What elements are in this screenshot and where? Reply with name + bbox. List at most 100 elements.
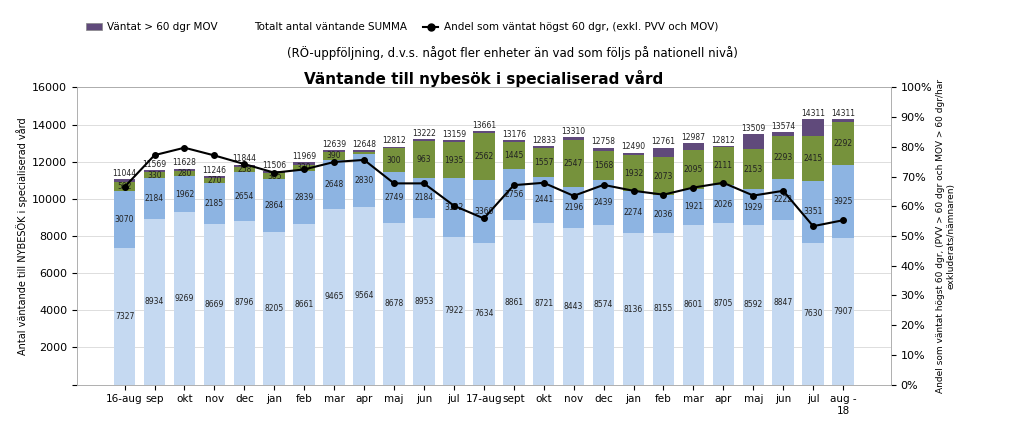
Text: 2439: 2439 [594, 198, 613, 207]
Text: 3925: 3925 [834, 197, 853, 206]
Text: 8721: 8721 [535, 299, 553, 308]
Text: 8601: 8601 [684, 300, 703, 309]
Bar [294, 162, 315, 165]
Text: 2441: 2441 [535, 195, 553, 205]
Bar [263, 171, 285, 173]
Text: 12648: 12648 [352, 139, 376, 149]
Bar [114, 180, 135, 182]
Text: 2196: 2196 [564, 203, 584, 212]
Bar [803, 136, 824, 180]
Bar [383, 223, 404, 385]
Text: 1929: 1929 [743, 203, 763, 212]
Bar [563, 140, 585, 187]
Text: 2274: 2274 [624, 208, 643, 217]
Text: 8796: 8796 [234, 298, 254, 307]
Text: 258: 258 [238, 165, 252, 174]
Bar [593, 151, 614, 180]
Text: 8155: 8155 [654, 304, 673, 313]
Bar [683, 143, 705, 150]
Bar [683, 150, 705, 189]
Text: 3192: 3192 [444, 203, 464, 212]
Text: 8661: 8661 [295, 300, 313, 309]
Text: 330: 330 [147, 170, 162, 180]
Text: 8861: 8861 [504, 298, 523, 307]
Bar [532, 177, 554, 222]
Text: 2830: 2830 [354, 176, 374, 185]
Bar [114, 191, 135, 249]
Text: 11246: 11246 [203, 166, 226, 174]
Bar [532, 222, 554, 385]
Bar [114, 182, 135, 191]
Bar [713, 185, 734, 223]
Legend: Väntat > 60 dgr MOV, Totalt antal väntande SUMMA, Andel som väntat högst 60 dgr,: Väntat > 60 dgr MOV, Totalt antal väntan… [82, 18, 722, 37]
Bar [263, 179, 285, 232]
Text: 12833: 12833 [531, 136, 556, 145]
Bar [263, 173, 285, 179]
Text: 8953: 8953 [415, 297, 433, 306]
Text: 8205: 8205 [264, 304, 284, 313]
Bar [563, 137, 585, 140]
Text: 13661: 13661 [472, 121, 496, 130]
Bar [443, 142, 465, 178]
Text: 2184: 2184 [415, 194, 433, 202]
Bar [143, 170, 165, 172]
Text: 1445: 1445 [504, 151, 523, 160]
Text: 12761: 12761 [651, 138, 676, 146]
Text: 11628: 11628 [172, 159, 197, 167]
Text: 2036: 2036 [653, 210, 673, 218]
Y-axis label: Andel som väntat högst 60 dgr, (PVV > 60 dgr och MOV > 60 dgr/har
exkluderats/nä: Andel som väntat högst 60 dgr, (PVV > 60… [936, 79, 955, 393]
Bar [143, 172, 165, 178]
Text: 12639: 12639 [323, 140, 346, 149]
Text: 2648: 2648 [325, 180, 344, 189]
Text: 13176: 13176 [502, 130, 526, 139]
Text: 7634: 7634 [474, 309, 494, 318]
Bar [414, 218, 435, 385]
Text: 9465: 9465 [325, 292, 344, 301]
Text: 2415: 2415 [804, 154, 823, 163]
Text: 13159: 13159 [441, 130, 466, 139]
Text: 280: 280 [177, 169, 191, 178]
Bar [742, 189, 764, 225]
Bar [623, 155, 644, 191]
Text: (RÖ-uppföljning, d.v.s. något fler enheter än vad som följs på nationell nivå): (RÖ-uppföljning, d.v.s. något fler enhet… [287, 46, 737, 60]
Text: 12812: 12812 [382, 136, 406, 146]
Text: 963: 963 [417, 155, 431, 164]
Text: 8443: 8443 [564, 302, 584, 311]
Bar [473, 243, 495, 385]
Bar [143, 218, 165, 385]
Text: 502: 502 [118, 182, 132, 191]
Bar [324, 209, 345, 385]
Bar [233, 165, 255, 167]
Title: Väntande till nybesök i specialiserad vård: Väntande till nybesök i specialiserad vå… [304, 70, 664, 87]
Text: 300: 300 [387, 156, 401, 165]
Text: 390: 390 [327, 152, 341, 160]
Bar [772, 220, 794, 385]
Text: 2839: 2839 [295, 193, 313, 202]
Bar [233, 172, 255, 221]
Text: 2654: 2654 [234, 192, 254, 201]
Text: 13310: 13310 [561, 127, 586, 136]
Text: 2293: 2293 [773, 153, 793, 162]
Bar [294, 165, 315, 171]
Text: 14311: 14311 [801, 109, 825, 118]
Text: 8678: 8678 [384, 299, 403, 309]
Bar [174, 169, 196, 171]
Bar [233, 167, 255, 172]
Bar [204, 224, 225, 385]
Bar [443, 140, 465, 142]
Bar [772, 132, 794, 136]
Text: 8574: 8574 [594, 301, 613, 309]
Bar [742, 225, 764, 385]
Bar [324, 160, 345, 209]
Bar [473, 180, 495, 243]
Bar [414, 141, 435, 178]
Bar [414, 178, 435, 218]
Bar [174, 171, 196, 176]
Bar [713, 146, 734, 185]
Text: 1568: 1568 [594, 161, 613, 170]
Text: 13574: 13574 [771, 122, 796, 132]
Bar [652, 233, 674, 385]
Text: 2222: 2222 [774, 195, 793, 204]
Text: 9269: 9269 [175, 294, 195, 303]
Text: 2547: 2547 [564, 159, 584, 168]
